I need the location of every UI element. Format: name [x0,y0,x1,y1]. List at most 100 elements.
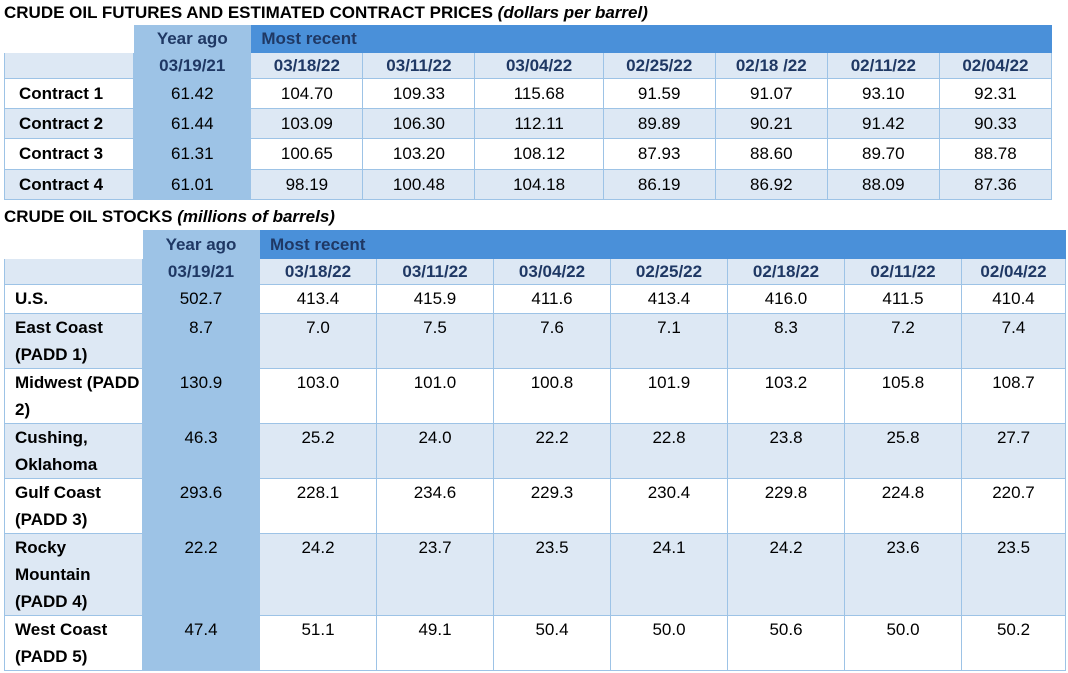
stocks-cell: 50.6 [727,615,845,671]
stocks-cell: 101.0 [376,368,494,424]
futures-header-band: Year ago Most recent [3,25,1052,53]
stocks-cell: 8.7 [142,313,260,369]
futures-row-label: Contract 1 [3,78,135,109]
futures-dates-blank [3,52,135,79]
stocks-cell: 24.2 [727,533,845,616]
stocks-cell: 7.4 [961,313,1066,369]
stocks-cell: 50.2 [961,615,1066,671]
stocks-cell: 25.8 [844,423,962,479]
futures-cell: 104.18 [474,169,604,200]
stocks-year-ago-label: Year ago [142,230,260,259]
stocks-cell: 49.1 [376,615,494,671]
stocks-cell: 415.9 [376,284,494,314]
stocks-cell: 24.1 [610,533,728,616]
stocks-date-header: 03/18/22 [259,258,377,285]
stocks-row-label: Rocky Mountain (PADD 4) [4,533,143,616]
futures-date-header: 03/11/22 [362,52,476,79]
stocks-cell: 411.6 [493,284,611,314]
stocks-cell: 51.1 [259,615,377,671]
stocks-cell: 224.8 [844,478,962,534]
stocks-cell: 25.2 [259,423,377,479]
stocks-header-band: Year ago Most recent [4,230,1066,259]
stocks-row-label: Midwest (PADD 2) [4,368,143,424]
stocks-cell: 50.0 [610,615,728,671]
stocks-cell: 23.6 [844,533,962,616]
futures-cell: 90.21 [714,108,828,139]
stocks-cell: 23.5 [493,533,611,616]
stocks-cell: 228.1 [259,478,377,534]
stocks-cell: 230.4 [610,478,728,534]
futures-cell: 115.68 [474,78,604,109]
futures-cell: 108.12 [474,138,604,170]
stocks-cell: 46.3 [142,423,260,479]
futures-date-header: 03/19/21 [133,52,252,79]
stocks-row-label: East Coast (PADD 1) [4,313,143,369]
stocks-row-label: West Coast (PADD 5) [4,615,143,671]
futures-row: Contract 4 61.01 98.19 100.48 104.18 86.19 86.… [3,169,1053,200]
futures-table: Year ago Most recent 03/19/21 03/18/22 03/11… [3,25,1053,200]
futures-row: Contract 2 61.44 103.09 106.30 112.11 89.89 90… [3,108,1053,139]
futures-header-blank [3,25,135,53]
stocks-title-text: CRUDE OIL STOCKS [4,207,173,226]
futures-date-header: 02/04/22 [938,52,1053,79]
futures-cell: 91.59 [602,78,716,109]
stocks-cell: 502.7 [142,284,260,314]
stocks-cell: 220.7 [961,478,1066,534]
stocks-row: East Coast (PADD 1) 8.7 7.0 7.5 7.6 7.1 8.3 7.2… [4,313,1066,369]
futures-cell: 61.44 [133,108,252,139]
futures-dates-row: 03/19/21 03/18/22 03/11/22 03/04/22 02/25/22… [3,52,1053,79]
futures-row-label: Contract 3 [3,138,135,170]
stocks-date-header: 03/11/22 [376,258,494,285]
stocks-cell: 413.4 [610,284,728,314]
futures-cell: 88.78 [938,138,1053,170]
stocks-row: Gulf Coast (PADD 3) 293.6 228.1 234.6 229.3 2… [4,478,1066,534]
stocks-cell: 100.8 [493,368,611,424]
futures-date-header: 03/04/22 [474,52,604,79]
futures-cell: 103.20 [362,138,476,170]
stocks-date-header: 03/19/21 [142,258,260,285]
futures-title-text: CRUDE OIL FUTURES AND ESTIMATED CONTRACT… [4,3,493,22]
futures-title: CRUDE OIL FUTURES AND ESTIMATED CONTRACT… [4,2,648,24]
stocks-cell: 23.8 [727,423,845,479]
stocks-cell: 229.8 [727,478,845,534]
futures-date-header: 02/11/22 [826,52,940,79]
futures-date-header: 02/18 /22 [714,52,828,79]
futures-date-header: 02/25/22 [602,52,716,79]
futures-cell: 86.92 [714,169,828,200]
stocks-dates-blank [4,258,143,285]
futures-row: Contract 3 61.31 100.65 103.20 108.12 87.93 88… [3,138,1053,170]
futures-year-ago-label: Year ago [133,25,252,53]
futures-row: Contract 1 61.42 104.70 109.33 115.68 91.59 91… [3,78,1053,109]
stocks-cell: 50.4 [493,615,611,671]
futures-cell: 61.01 [133,169,252,200]
stocks-cell: 22.8 [610,423,728,479]
stocks-cell: 23.7 [376,533,494,616]
stocks-date-header: 02/18/22 [727,258,845,285]
stocks-cell: 27.7 [961,423,1066,479]
stocks-subtitle: (millions of barrels) [177,207,335,226]
futures-row-label: Contract 4 [3,169,135,200]
stocks-date-header: 02/11/22 [844,258,962,285]
stocks-cell: 103.0 [259,368,377,424]
stocks-row: Rocky Mountain (PADD 4) 22.2 24.2 23.7 23.5 2… [4,533,1066,616]
stocks-row: Cushing, Oklahoma 46.3 25.2 24.0 22.2 22.8 23.… [4,423,1066,479]
stocks-cell: 50.0 [844,615,962,671]
stocks-date-header: 02/25/22 [610,258,728,285]
stocks-cell: 22.2 [493,423,611,479]
futures-cell: 86.19 [602,169,716,200]
futures-cell: 98.19 [250,169,364,200]
futures-cell: 100.65 [250,138,364,170]
futures-cell: 91.42 [826,108,940,139]
stocks-row-label: U.S. [4,284,143,314]
futures-cell: 61.31 [133,138,252,170]
stocks-row: Midwest (PADD 2) 130.9 103.0 101.0 100.8 101.… [4,368,1066,424]
futures-cell: 100.48 [362,169,476,200]
stocks-cell: 413.4 [259,284,377,314]
stocks-cell: 229.3 [493,478,611,534]
futures-cell: 88.60 [714,138,828,170]
stocks-cell: 130.9 [142,368,260,424]
futures-cell: 106.30 [362,108,476,139]
stocks-cell: 8.3 [727,313,845,369]
futures-cell: 89.89 [602,108,716,139]
stocks-cell: 24.2 [259,533,377,616]
